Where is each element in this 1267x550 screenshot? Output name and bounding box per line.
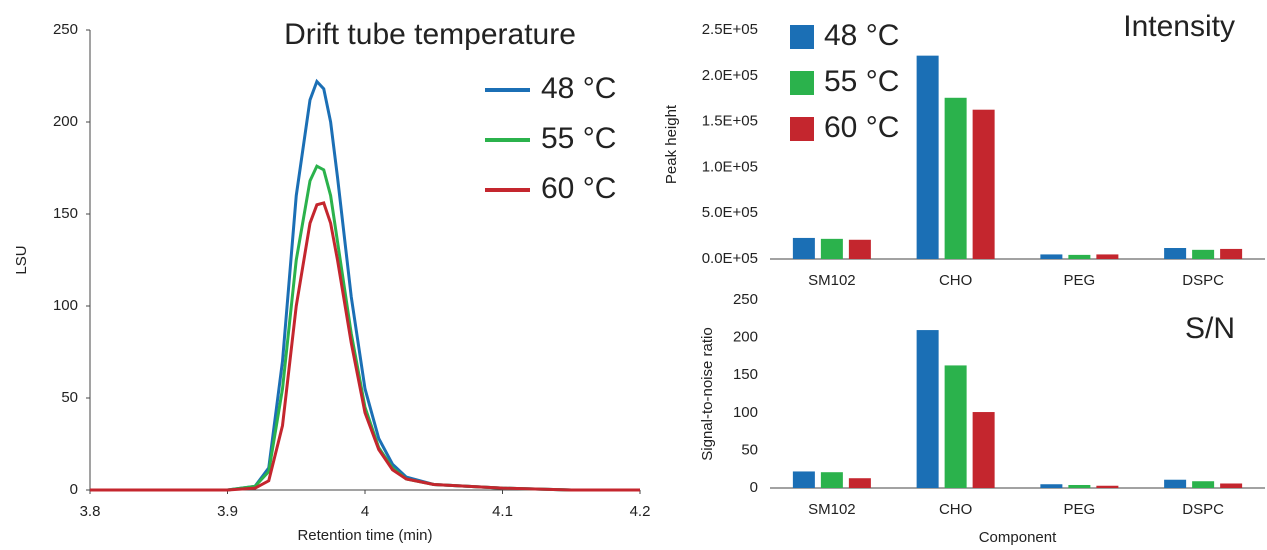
legend-swatch	[790, 71, 814, 95]
bar	[848, 239, 871, 259]
x-tick-label: SM102	[808, 272, 856, 289]
y-tick-label: 1.0E+05	[702, 158, 758, 175]
bar	[1220, 483, 1243, 488]
x-tick-label: 3.8	[80, 503, 101, 520]
x-axis-label: Component	[979, 529, 1057, 546]
chart-title: S/N	[1185, 312, 1235, 345]
x-tick-label: 4.2	[630, 503, 651, 520]
bar	[1068, 254, 1091, 259]
y-axis-label: Signal-to-noise ratio	[699, 327, 716, 460]
y-tick-label: 150	[53, 205, 78, 222]
legend-label: 55 °C	[824, 65, 899, 98]
x-tick-label: DSPC	[1182, 501, 1224, 518]
chart-title: Intensity	[1123, 10, 1235, 43]
x-tick-label: DSPC	[1182, 272, 1224, 289]
x-tick-label: SM102	[808, 501, 856, 518]
bar	[792, 237, 815, 259]
bar	[848, 478, 871, 488]
y-tick-label: 150	[733, 366, 758, 383]
y-axis-label: LSU	[13, 245, 30, 274]
y-tick-label: 100	[733, 404, 758, 421]
bar	[792, 471, 815, 488]
y-tick-label: 5.0E+05	[702, 204, 758, 221]
bar	[916, 55, 939, 260]
y-tick-label: 250	[53, 21, 78, 38]
bar	[1164, 479, 1187, 488]
bar	[944, 365, 967, 488]
y-tick-label: 250	[733, 291, 758, 308]
legend-swatch	[790, 117, 814, 141]
bar	[916, 330, 939, 488]
legend-label: 55 °C	[541, 122, 616, 155]
y-tick-label: 200	[733, 329, 758, 346]
legend-label: 60 °C	[824, 111, 899, 144]
y-tick-label: 200	[53, 113, 78, 130]
x-tick-label: CHO	[939, 501, 972, 518]
bar	[1192, 481, 1215, 488]
legend-label: 48 °C	[541, 72, 616, 105]
bar	[820, 472, 843, 488]
chart-title: Drift tube temperature	[284, 18, 576, 51]
bar	[1192, 249, 1215, 259]
line	[90, 164, 640, 492]
legend-label: 60 °C	[541, 172, 616, 205]
x-tick-label: PEG	[1064, 501, 1096, 518]
y-tick-label: 0	[750, 479, 758, 496]
x-tick-label: 3.9	[217, 503, 238, 520]
y-tick-label: 2.5E+05	[702, 21, 758, 38]
y-axis-label: Peak height	[663, 104, 680, 184]
y-tick-label: 100	[53, 297, 78, 314]
y-tick-label: 50	[741, 441, 758, 458]
x-axis-label: Retention time (min)	[297, 527, 432, 544]
x-tick-label: CHO	[939, 272, 972, 289]
y-tick-label: 2.0E+05	[702, 67, 758, 84]
bar	[972, 412, 995, 488]
x-tick-label: 4.1	[492, 503, 513, 520]
x-tick-label: PEG	[1064, 272, 1096, 289]
bar	[1096, 485, 1119, 488]
bar	[944, 97, 967, 259]
line	[90, 201, 640, 492]
x-tick-label: 4	[361, 503, 369, 520]
y-tick-label: 0.0E+05	[702, 250, 758, 267]
bar	[1096, 254, 1119, 259]
bar	[1040, 254, 1063, 259]
bar	[1164, 248, 1187, 259]
y-tick-label: 50	[61, 389, 78, 406]
bar	[972, 109, 995, 259]
bar	[1220, 248, 1243, 259]
y-tick-label: 1.5E+05	[702, 113, 758, 130]
y-tick-label: 0	[70, 481, 78, 498]
legend-swatch	[790, 25, 814, 49]
bar	[1068, 484, 1091, 488]
bar	[820, 238, 843, 259]
bar	[1040, 484, 1063, 488]
legend-label: 48 °C	[824, 19, 899, 52]
